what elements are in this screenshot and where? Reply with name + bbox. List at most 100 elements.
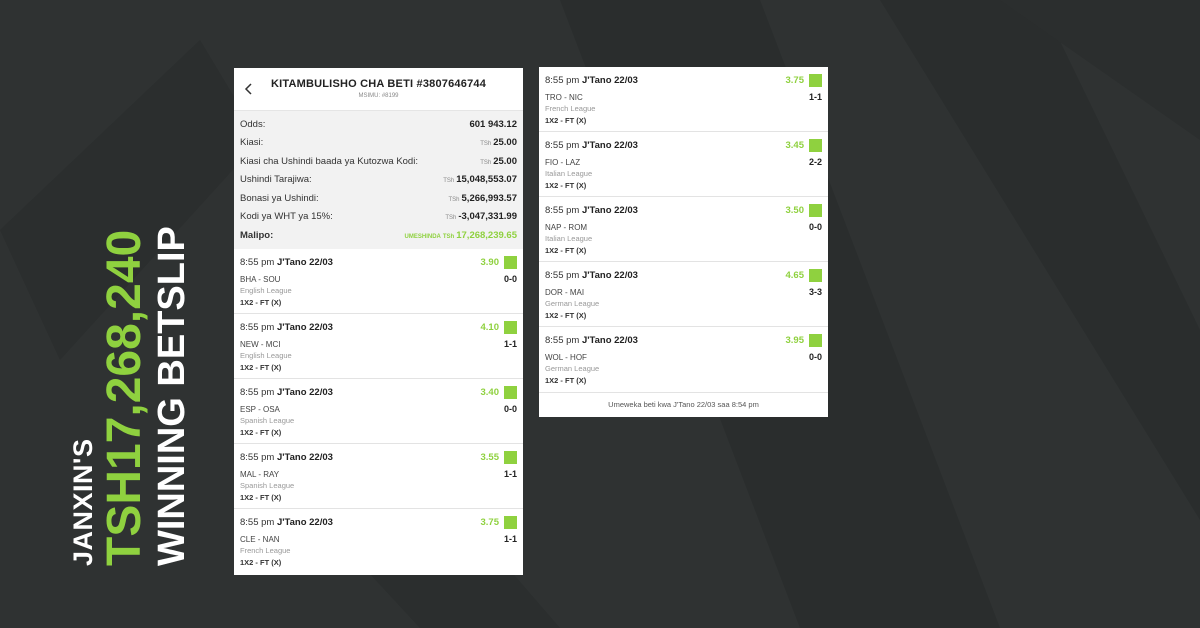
summary-row: Kiasi cha Ushindi baada ya Kutozwa Kodi:… — [240, 152, 517, 171]
match-league: Spanish League — [240, 415, 295, 425]
kickoff-time: 8:55 pm — [545, 270, 580, 281]
match-score: 1-1 — [503, 338, 517, 349]
summary-label: Kiasi cha Ushindi baada ya Kutozwa Kodi: — [240, 155, 418, 167]
match-teams: FIO - LAZ — [545, 158, 581, 167]
kickoff-time: 8:55 pm — [240, 451, 275, 463]
summary-value: TSh 25.00 — [480, 137, 517, 148]
promo-headline: JANXIN'S TSH17,268,240 WINNING BETSLIP — [68, 226, 193, 566]
summary-amount: 601 943.12 — [469, 118, 517, 130]
match-score: 3-3 — [808, 287, 822, 297]
match-time: 8:55 pm J'Tano 22/03 — [545, 205, 638, 216]
match-odds: 4.65 — [785, 270, 805, 281]
currency-label: TSh — [480, 159, 492, 166]
kickoff-date: J'Tano 22/03 — [581, 140, 638, 151]
betslip-header: KITAMBULISHO CHA BETI #3807646744 MSIMU:… — [234, 68, 523, 111]
match-score: 0-0 — [503, 403, 517, 414]
match-row: 8:55 pm J'Tano 22/03 3.75 TRO - NIC 1-1 Fren… — [539, 67, 828, 132]
betslip-card-left: KITAMBULISHO CHA BETI #3807646744 MSIMU:… — [234, 68, 523, 575]
won-tag: UMESHINDA — [404, 233, 441, 240]
currency-label: TSh — [480, 141, 492, 148]
match-score: 1-1 — [503, 533, 517, 544]
match-time: 8:55 pm J'Tano 22/03 — [240, 257, 333, 268]
summary-total-row: Malipo: UMESHINDA TSh 17,268,239.65 — [240, 226, 517, 245]
match-teams: TRO - NIC — [545, 93, 583, 102]
match-row: 8:55 pm J'Tano 22/03 3.90 BHA - SOU 0-0 Engl… — [234, 249, 523, 314]
won-check-icon — [809, 74, 822, 87]
betslip-title: KITAMBULISHO CHA BETI #3807646744 — [270, 78, 487, 90]
kickoff-date: J'Tano 22/03 — [581, 270, 638, 281]
summary-label: Ushindi Tarajiwa: — [240, 174, 312, 186]
summary-row: Bonasi ya Ushindi: TSh 5,266,993.57 — [240, 189, 517, 208]
summary-amount: 25.00 — [493, 155, 517, 167]
match-league: German League — [545, 299, 600, 308]
match-market: 1X2 - FT (X) — [240, 297, 282, 307]
kickoff-time: 8:55 pm — [240, 386, 275, 398]
match-row: 8:55 pm J'Tano 22/03 3.95 WOL - HOF 0-0 Germ… — [539, 327, 828, 392]
currency-label: TSh — [443, 178, 455, 185]
kickoff-time: 8:55 pm — [240, 256, 275, 268]
total-value: UMESHINDA TSh 17,268,239.65 — [405, 230, 517, 241]
match-row: 8:55 pm J'Tano 22/03 3.75 CLE - NAN 1-1 Fren… — [234, 509, 523, 574]
match-league: German League — [545, 364, 600, 373]
summary-row: Kodi ya WHT ya 15%: TSh -3,047,331.99 — [240, 208, 517, 227]
summary-amount: 15,048,553.07 — [456, 174, 517, 186]
match-row: 8:55 pm J'Tano 22/03 3.45 FIO - LAZ 2-2 Ital… — [539, 132, 828, 197]
match-score: 1-1 — [503, 468, 517, 479]
match-league: Spanish League — [240, 480, 295, 490]
match-teams: NAP - ROM — [545, 223, 588, 232]
kickoff-date: J'Tano 22/03 — [581, 75, 638, 86]
match-score: 0-0 — [503, 273, 517, 284]
match-teams: NEW - MCI — [240, 339, 281, 349]
match-time: 8:55 pm J'Tano 22/03 — [240, 322, 333, 333]
match-teams: DOR - MAI — [545, 288, 585, 297]
currency-label: TSh — [445, 215, 457, 222]
match-time: 8:55 pm J'Tano 22/03 — [240, 387, 333, 398]
total-label: Malipo: — [240, 229, 274, 241]
match-teams: WOL - HOF — [545, 353, 587, 362]
summary-value: TSh 15,048,553.07 — [443, 174, 517, 185]
match-market: 1X2 - FT (X) — [240, 557, 282, 567]
back-chevron-icon[interactable] — [242, 82, 256, 96]
match-league: Italian League — [545, 169, 593, 178]
match-time: 8:55 pm J'Tano 22/03 — [545, 140, 638, 151]
match-market: 1X2 - FT (X) — [240, 362, 282, 372]
kickoff-time: 8:55 pm — [545, 75, 580, 86]
match-time: 8:55 pm J'Tano 22/03 — [240, 452, 333, 463]
match-league: Italian League — [545, 234, 593, 243]
match-league: French League — [545, 104, 596, 113]
summary-value: TSh -3,047,331.99 — [445, 211, 517, 222]
match-row: 8:55 pm J'Tano 22/03 3.40 ESP - OSA 0-0 Span… — [234, 379, 523, 444]
headline-amount: TSH17,268,240 — [98, 229, 151, 566]
won-check-icon — [809, 269, 822, 282]
match-odds: 3.75 — [480, 516, 500, 528]
match-row: 8:55 pm J'Tano 22/03 3.50 NAP - ROM 0-0 Ital… — [539, 197, 828, 262]
match-time: 8:55 pm J'Tano 22/03 — [545, 270, 638, 281]
summary-label: Kiasi: — [240, 137, 264, 149]
match-odds: 3.90 — [480, 256, 500, 268]
match-odds: 3.75 — [785, 75, 805, 86]
kickoff-date: J'Tano 22/03 — [276, 516, 333, 528]
won-check-icon — [504, 515, 517, 529]
betslip-card-right: 8:55 pm J'Tano 22/03 3.75 TRO - NIC 1-1 Fren… — [539, 67, 828, 417]
summary-label: Kodi ya WHT ya 15%: — [240, 211, 333, 223]
match-odds: 3.40 — [480, 386, 500, 398]
match-teams: MAL - RAY — [240, 469, 280, 479]
match-row: 8:55 pm J'Tano 22/03 4.65 DOR - MAI 3-3 Germ… — [539, 262, 828, 327]
summary-value: 601 943.12 — [469, 119, 517, 130]
currency-label: TSh — [442, 233, 455, 240]
kickoff-time: 8:55 pm — [545, 140, 580, 151]
kickoff-time: 8:55 pm — [240, 321, 275, 333]
match-league: English League — [240, 350, 292, 360]
match-teams: BHA - SOU — [240, 274, 281, 284]
total-amount: 17,268,239.65 — [456, 229, 517, 241]
summary-amount: 5,266,993.57 — [461, 192, 517, 204]
match-market: 1X2 - FT (X) — [545, 246, 587, 255]
match-market: 1X2 - FT (X) — [240, 427, 282, 437]
kickoff-date: J'Tano 22/03 — [276, 321, 333, 333]
match-odds: 3.45 — [785, 140, 805, 151]
match-odds: 4.10 — [480, 321, 500, 333]
currency-label: TSh — [448, 196, 460, 203]
kickoff-date: J'Tano 22/03 — [276, 386, 333, 398]
headline-caption: WINNING BETSLIP — [151, 226, 193, 566]
match-list-left: 8:55 pm J'Tano 22/03 3.90 BHA - SOU 0-0 Engl… — [234, 249, 523, 574]
